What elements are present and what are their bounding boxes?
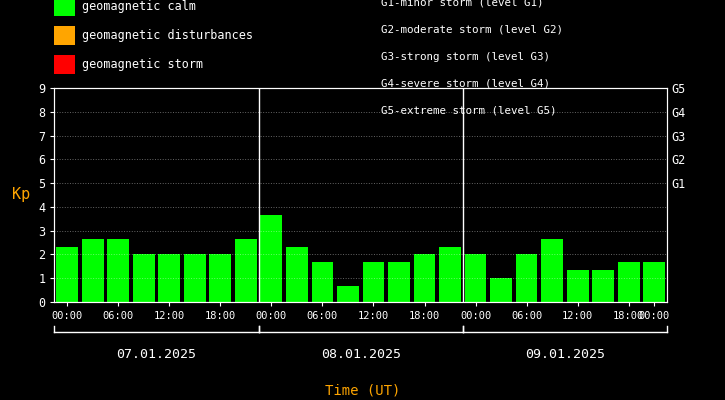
Bar — [260, 215, 282, 302]
Bar — [235, 238, 257, 302]
Bar — [362, 262, 384, 302]
Bar — [542, 238, 563, 302]
Bar — [567, 270, 589, 302]
Text: 08.01.2025: 08.01.2025 — [320, 348, 401, 361]
Bar — [133, 254, 154, 302]
Bar — [337, 286, 359, 302]
Text: Time (UT): Time (UT) — [325, 384, 400, 398]
Bar — [184, 254, 206, 302]
Text: G4-severe storm (level G4): G4-severe storm (level G4) — [381, 79, 550, 89]
Bar — [82, 238, 104, 302]
Bar — [515, 254, 537, 302]
Bar — [490, 278, 512, 302]
Bar — [414, 254, 435, 302]
Bar — [643, 262, 665, 302]
Text: geomagnetic disturbances: geomagnetic disturbances — [82, 29, 253, 42]
Bar — [592, 270, 614, 302]
Bar — [439, 246, 461, 302]
Bar — [57, 246, 78, 302]
Text: geomagnetic calm: geomagnetic calm — [82, 0, 196, 13]
Text: G5-extreme storm (level G5): G5-extreme storm (level G5) — [381, 106, 556, 116]
Bar — [618, 262, 639, 302]
Text: Kp: Kp — [12, 188, 30, 202]
Text: G2-moderate storm (level G2): G2-moderate storm (level G2) — [381, 24, 563, 34]
Bar — [210, 254, 231, 302]
Bar — [286, 246, 307, 302]
Text: G3-strong storm (level G3): G3-strong storm (level G3) — [381, 52, 550, 62]
Bar — [388, 262, 410, 302]
Bar — [158, 254, 180, 302]
Text: G1-minor storm (level G1): G1-minor storm (level G1) — [381, 0, 543, 7]
Bar — [312, 262, 334, 302]
Text: 09.01.2025: 09.01.2025 — [525, 348, 605, 361]
Text: 07.01.2025: 07.01.2025 — [117, 348, 196, 361]
Bar — [465, 254, 486, 302]
Bar — [107, 238, 129, 302]
Text: geomagnetic storm: geomagnetic storm — [82, 58, 203, 71]
